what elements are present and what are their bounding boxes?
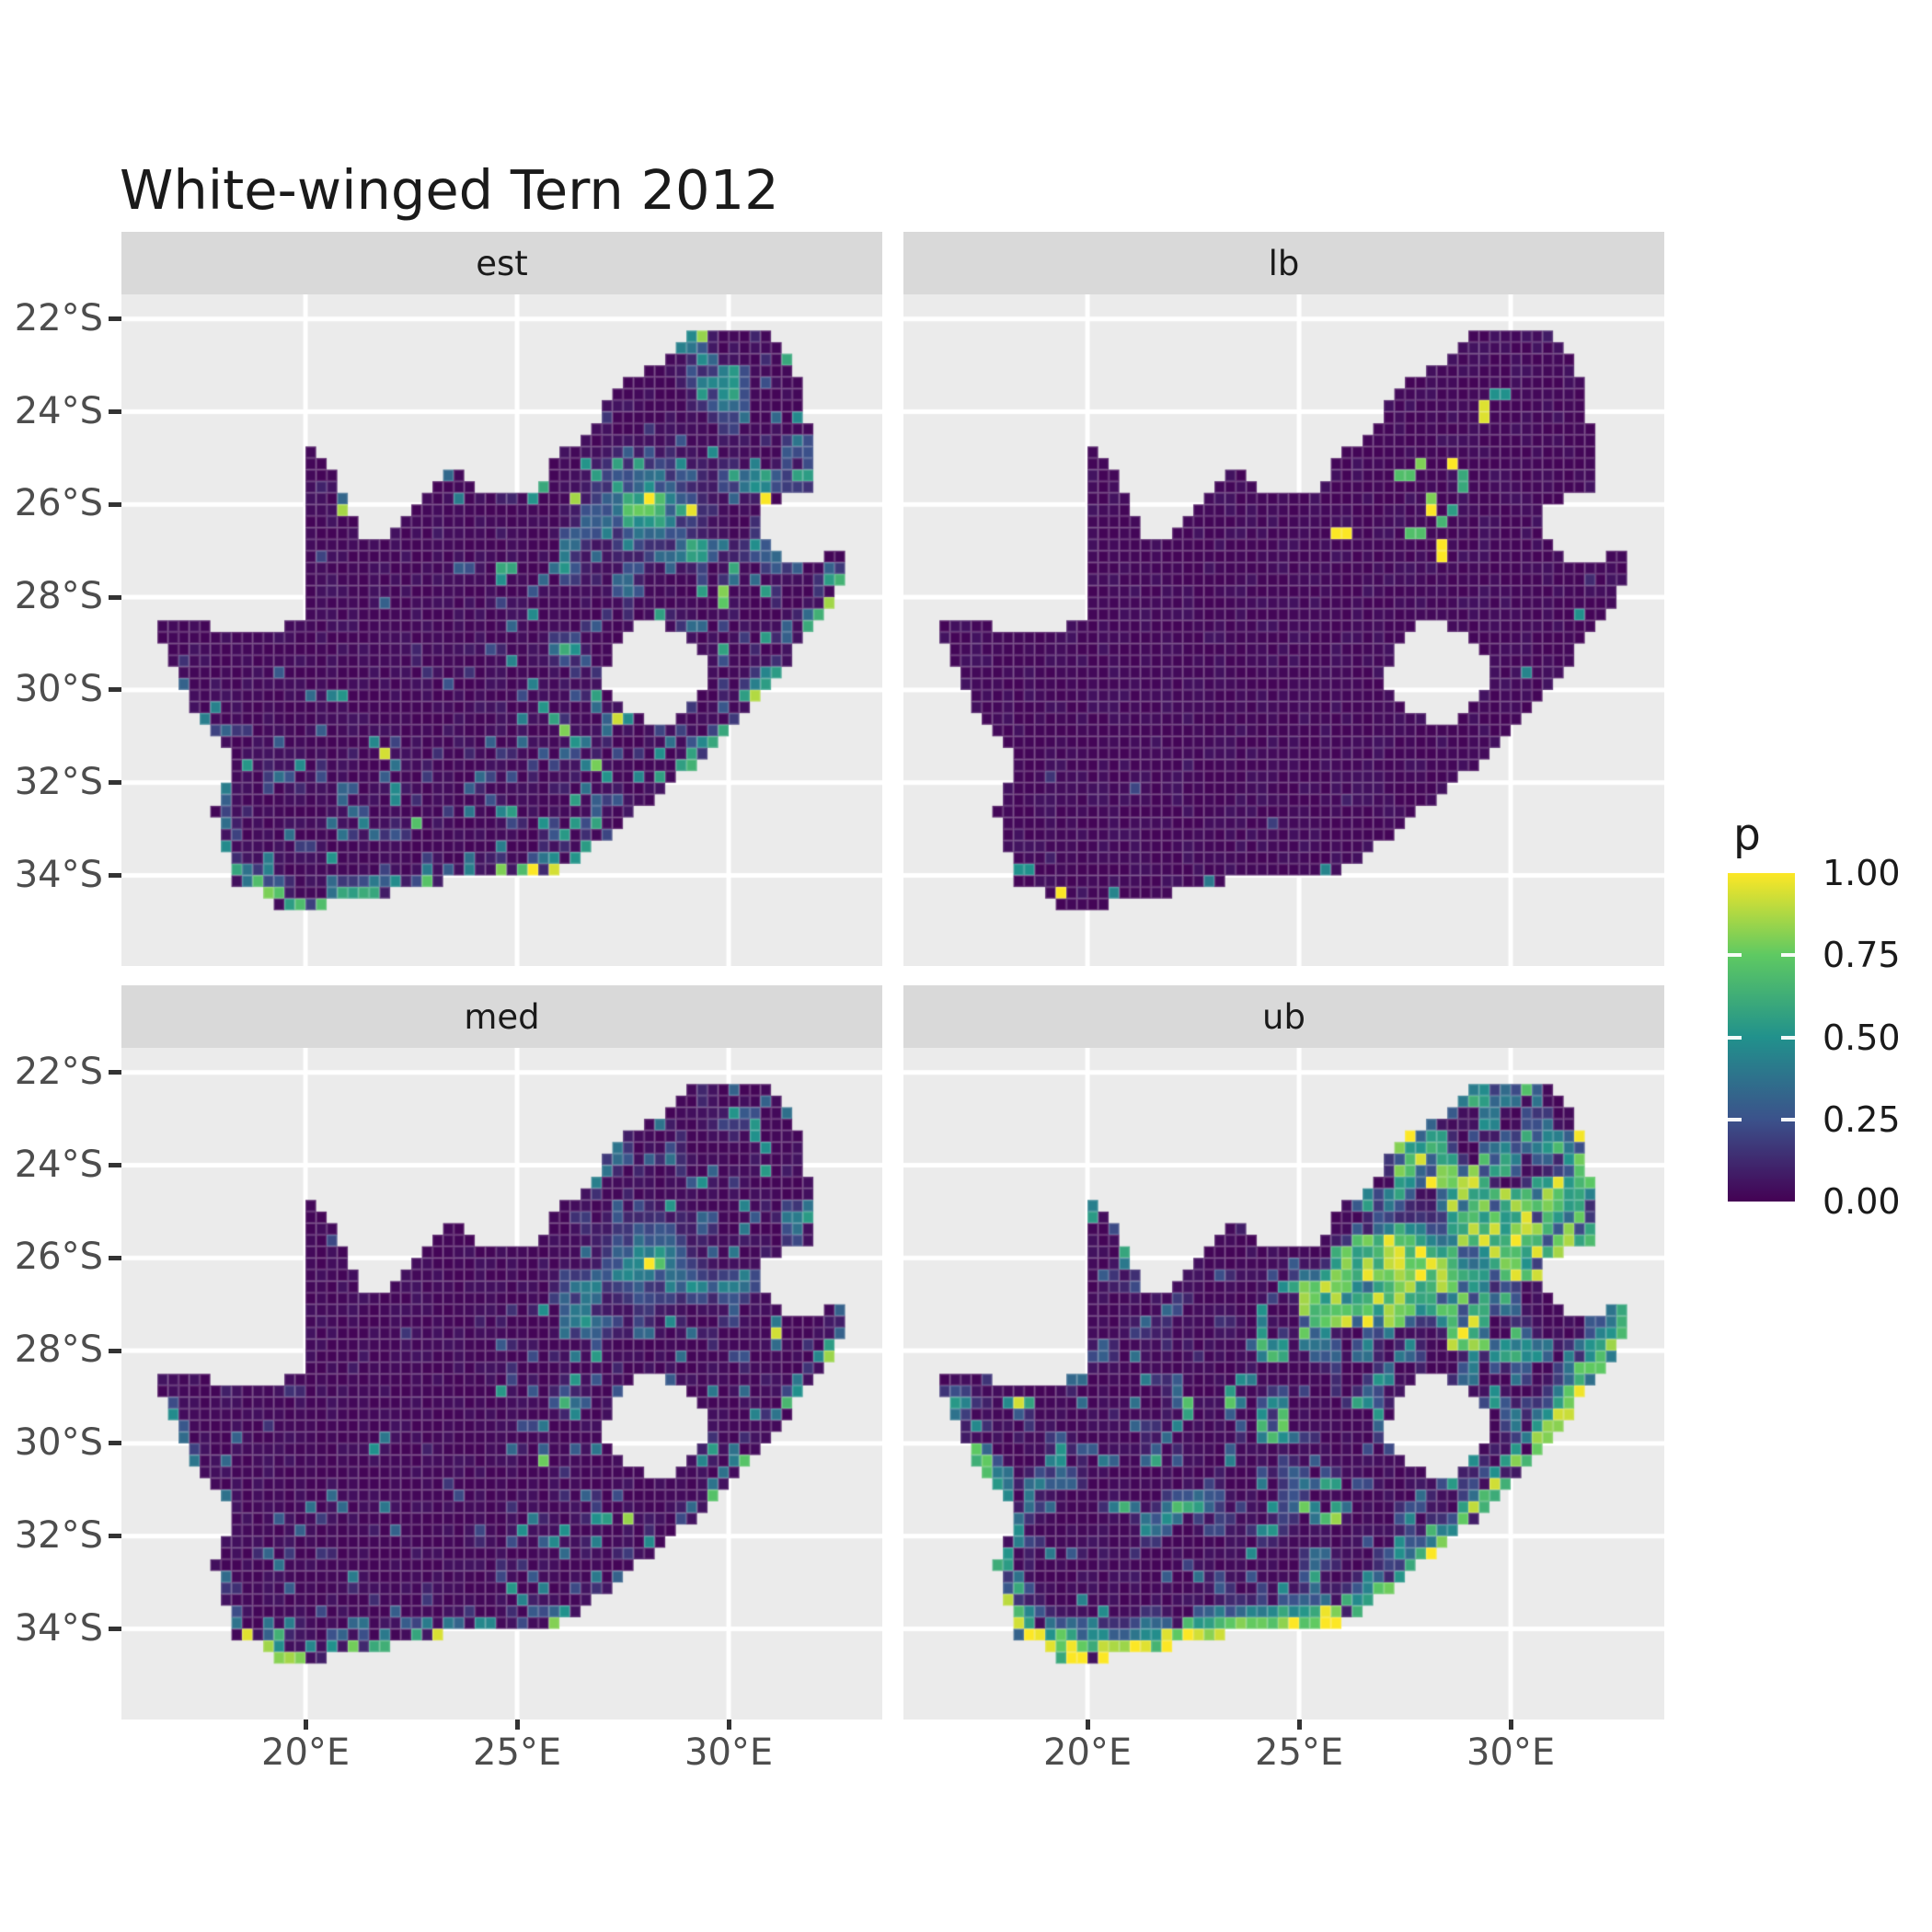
facet-strip-est: est [121,232,882,294]
legend-tick [1781,1117,1795,1121]
y-axis-label: 26°S [14,1236,103,1279]
facet-panel-med [121,1048,882,1719]
x-axis-tick [726,1719,731,1730]
y-axis-label: 28°S [14,1328,103,1372]
y-axis-tick [109,1627,121,1631]
y-axis-label: 34°S [14,853,103,896]
y-axis-tick [109,409,121,414]
y-axis-label: 22°S [14,1050,103,1093]
y-axis-tick [109,594,121,600]
x-axis-tick [1085,1719,1090,1730]
legend-tick [1728,953,1742,958]
legend-label: 0.00 [1823,1181,1901,1222]
facet-strip-med: med [121,985,882,1048]
y-axis-tick [109,1163,121,1167]
legend-label: 0.25 [1823,1098,1901,1140]
legend-label: 0.75 [1823,935,1901,976]
y-axis-tick [109,1348,121,1353]
y-axis-label: 32°S [14,1513,103,1557]
facet-strip-ub: ub [903,985,1664,1048]
y-axis-label: 32°S [14,760,103,803]
y-axis-label: 26°S [14,482,103,525]
y-axis-tick [109,1070,121,1075]
facet-panel-est [121,294,882,966]
y-axis-tick [109,316,121,322]
y-axis-tick [109,1441,121,1446]
y-axis-tick [109,501,121,507]
x-axis-tick [303,1719,308,1730]
y-axis-tick [109,780,121,786]
facet-strip-lb: lb [903,232,1664,294]
y-axis-label: 28°S [14,575,103,618]
x-axis-tick [514,1719,520,1730]
legend-tick [1781,1035,1795,1040]
legend-title: p [1733,810,1761,860]
facet-panel-ub [903,1048,1664,1719]
y-axis-label: 22°S [14,296,103,339]
legend-label: 0.50 [1823,1017,1901,1058]
y-axis-label: 30°S [14,667,103,710]
x-axis-tick [1296,1719,1302,1730]
y-axis-label: 24°S [14,389,103,432]
x-axis-label: 30°E [684,1731,774,1774]
y-axis-label: 24°S [14,1143,103,1186]
legend-label: 1.00 [1823,853,1901,893]
y-axis-label: 34°S [14,1606,103,1650]
y-axis-tick [109,873,121,878]
facet-panel-lb [903,294,1664,966]
plot-title: White-winged Tern 2012 [120,158,779,222]
legend-tick [1781,953,1795,958]
legend-tick [1728,1117,1742,1121]
x-axis-tick [1508,1719,1513,1730]
x-axis-label: 20°E [1043,1731,1133,1774]
legend-tick [1728,1035,1742,1040]
y-axis-label: 30°S [14,1420,103,1464]
x-axis-label: 25°E [1255,1731,1344,1774]
y-axis-tick [109,1534,121,1539]
x-axis-label: 20°E [261,1731,351,1774]
x-axis-label: 30°E [1466,1731,1556,1774]
y-axis-tick [109,1255,121,1260]
y-axis-tick [109,687,121,693]
x-axis-label: 25°E [473,1731,562,1774]
